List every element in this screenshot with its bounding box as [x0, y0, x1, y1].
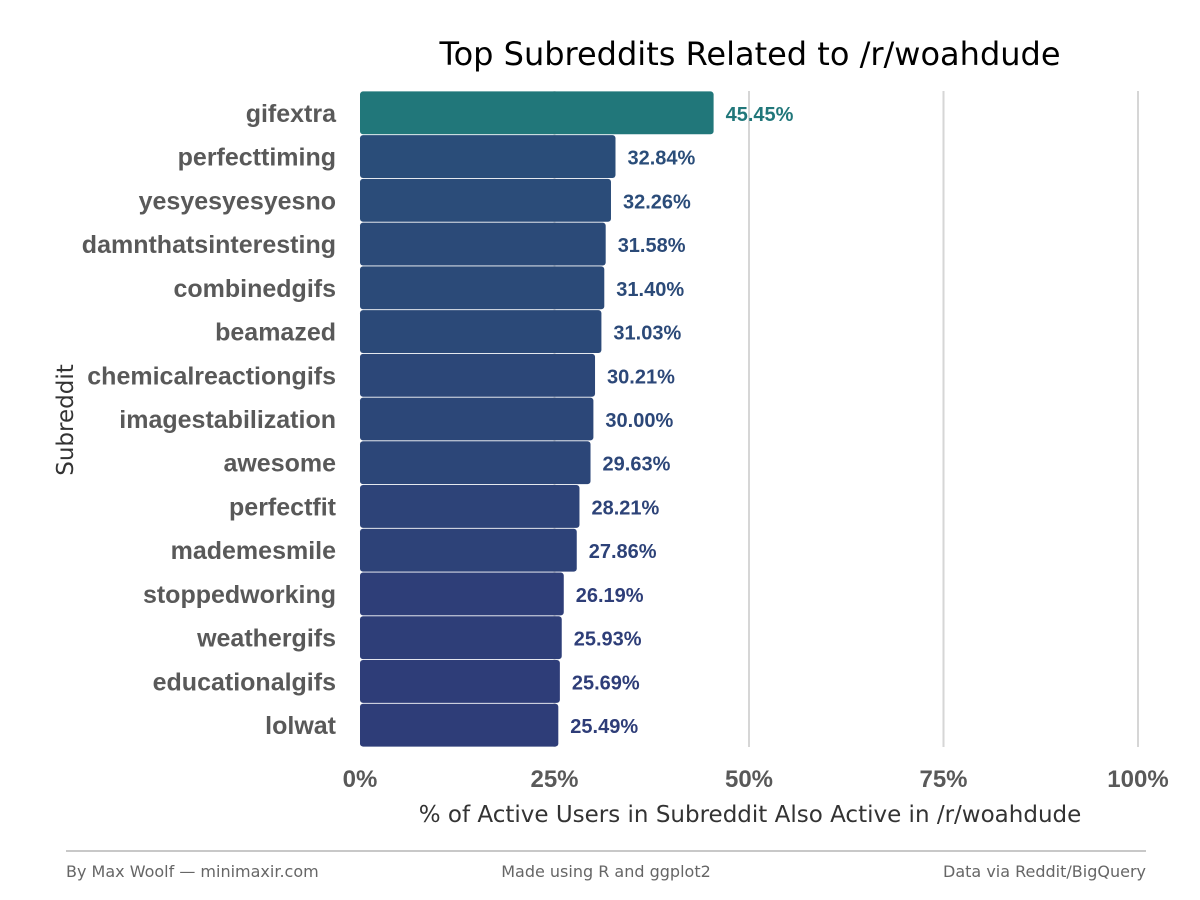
bar: [360, 310, 602, 353]
value-label: 32.26%: [623, 191, 691, 213]
value-label: 26.19%: [576, 585, 644, 607]
bar: [360, 135, 616, 179]
category-label: chemicalreactiongifs: [87, 362, 336, 390]
category-label: beamazed: [215, 319, 336, 347]
category-label: gifextra: [246, 100, 337, 128]
bar: [360, 528, 577, 572]
bar: [360, 222, 606, 266]
bar: [360, 616, 562, 660]
x-tick-labels: 0% 25% 50% 75% 100%: [343, 766, 1169, 793]
value-label: 25.93%: [574, 629, 642, 651]
x-tick-label: 50%: [725, 766, 773, 793]
value-labels: 45.45% 32.84% 32.26% 31.58% 31.40% 31.03% 30.2…: [570, 104, 793, 738]
value-label: 45.45%: [726, 104, 794, 126]
bar: [360, 659, 560, 703]
category-label: damnthatsinteresting: [82, 231, 336, 259]
bar: [360, 703, 559, 747]
bar: [360, 441, 591, 485]
bar: [360, 353, 596, 397]
x-tick-label: 0%: [343, 766, 378, 793]
category-labels: gifextra perfecttiming yesyesyesyesno damnt…: [82, 100, 337, 740]
value-label: 29.63%: [603, 454, 671, 476]
bar: [360, 397, 594, 441]
category-label: mademesmile: [171, 537, 336, 565]
x-tick-label: 100%: [1107, 766, 1168, 793]
value-label: 31.03%: [613, 323, 681, 345]
category-label: yesyesyesyesno: [139, 187, 336, 215]
chart-title: Top Subreddits Related to /r/woahdude: [438, 35, 1060, 73]
footer-credit: By Max Woolf — minimaxir.com: [66, 862, 319, 881]
value-label: 27.86%: [589, 541, 657, 563]
value-label: 32.84%: [627, 148, 695, 170]
value-label: 28.21%: [591, 497, 659, 519]
y-axis-title: Subreddit: [53, 364, 79, 476]
value-label: 30.00%: [605, 410, 673, 432]
value-label: 25.69%: [572, 672, 640, 694]
bar: [360, 266, 605, 310]
category-label: perfecttiming: [178, 144, 336, 172]
footer-source: Data via Reddit/BigQuery: [943, 862, 1146, 881]
bar: [360, 485, 580, 528]
category-label: educationalgifs: [153, 668, 336, 696]
value-label: 31.40%: [616, 279, 684, 301]
category-label: weathergifs: [196, 625, 336, 653]
bar: [360, 91, 714, 135]
x-tick-label: 75%: [919, 766, 967, 793]
category-label: stoppedworking: [143, 581, 336, 609]
bar: [360, 572, 564, 616]
value-label: 31.58%: [618, 235, 686, 257]
category-label: awesome: [223, 450, 336, 478]
x-tick-label: 25%: [530, 766, 578, 793]
category-label: imagestabilization: [119, 406, 336, 434]
x-axis-title: % of Active Users in Subreddit Also Acti…: [419, 802, 1082, 828]
category-label: combinedgifs: [173, 275, 336, 303]
footer-tool: Made using R and ggplot2: [501, 862, 711, 881]
category-label: perfectfit: [229, 493, 337, 521]
bar: [360, 178, 611, 222]
value-label: 25.49%: [570, 716, 638, 738]
category-label: lolwat: [265, 712, 337, 740]
value-label: 30.21%: [607, 366, 675, 388]
bars: [360, 91, 714, 747]
